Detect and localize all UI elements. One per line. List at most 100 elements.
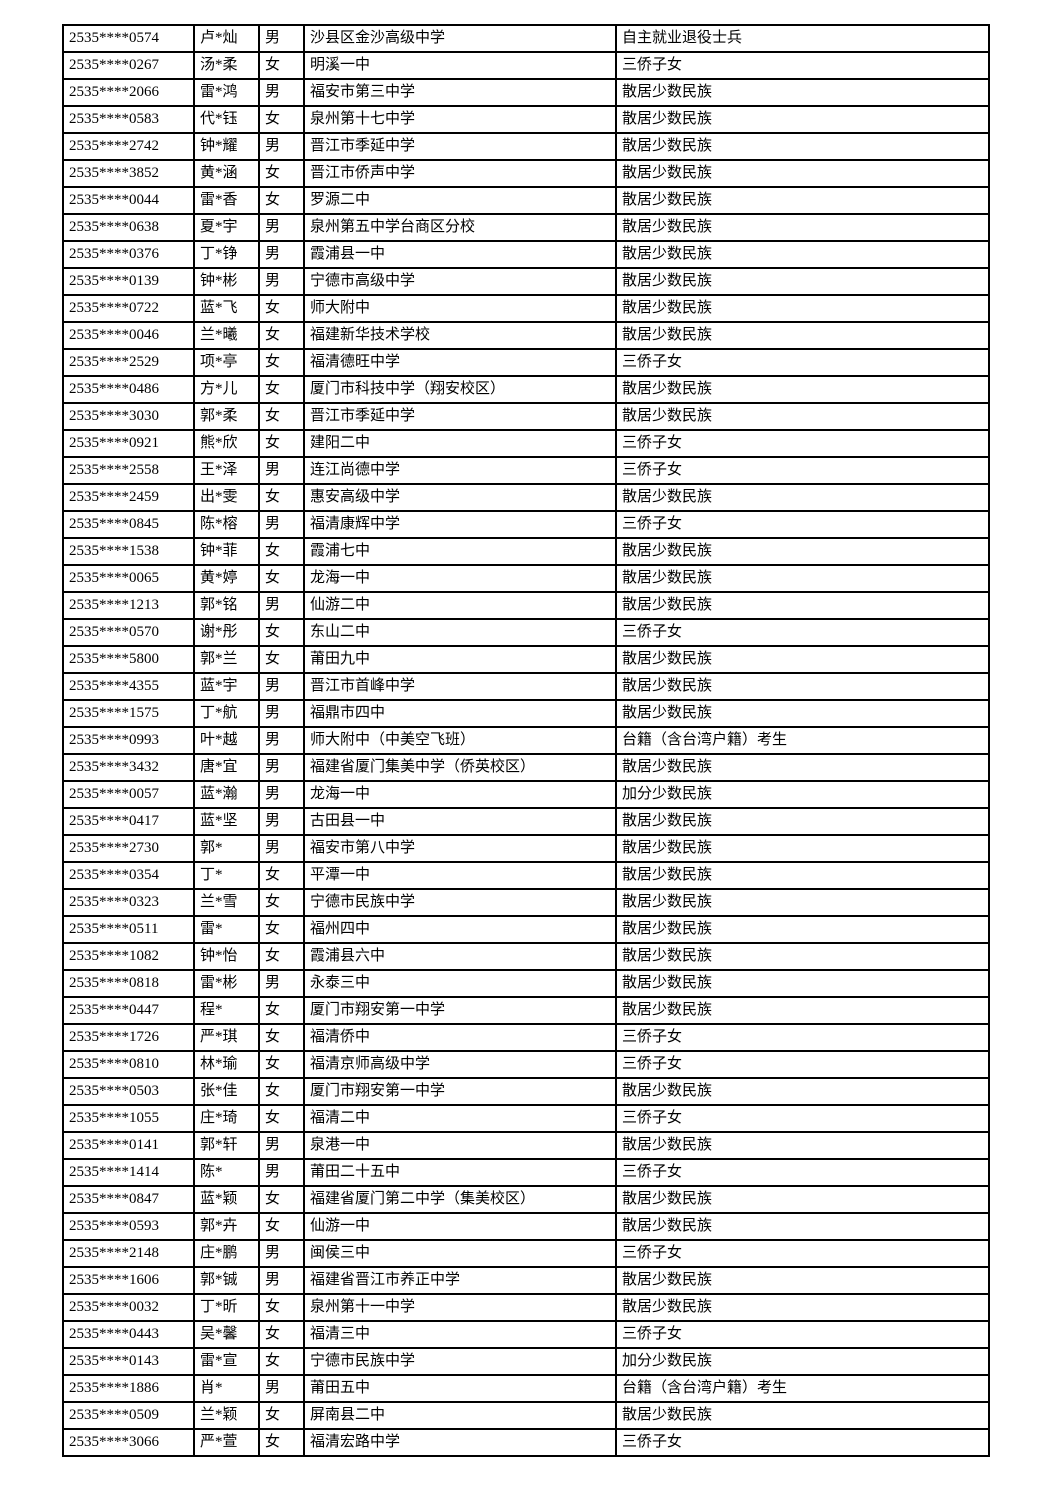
exam-id-cell: 2535****0141 [62, 1131, 195, 1160]
gender-cell: 女 [258, 1023, 305, 1052]
student-name-cell: 卢*灿 [193, 24, 260, 53]
exam-id-cell: 2535****0046 [62, 321, 195, 350]
gender-cell: 男 [258, 780, 305, 809]
student-name-cell: 钟*菲 [193, 537, 260, 566]
school-cell: 沙县区金沙高级中学 [303, 24, 617, 53]
gender-cell: 女 [258, 402, 305, 431]
category-cell: 散居少数民族 [615, 807, 990, 836]
exam-id-cell: 2535****0323 [62, 888, 195, 917]
table-row: 2535****0993 叶*越男师大附中（中美空飞班） 台籍（含台湾户籍）考生 [62, 726, 990, 755]
category-cell: 散居少数民族 [615, 159, 990, 188]
exam-id-cell: 2535****2529 [62, 348, 195, 377]
school-cell: 晋江市首峰中学 [303, 672, 617, 701]
school-cell: 福清德旺中学 [303, 348, 617, 377]
school-cell: 晋江市侨声中学 [303, 159, 617, 188]
gender-cell: 女 [258, 915, 305, 944]
school-cell: 明溪一中 [303, 51, 617, 80]
category-cell: 三侨子女 [615, 1023, 990, 1052]
exam-id-cell: 2535****0267 [62, 51, 195, 80]
table-row: 2535****0443 吴*馨女福清三中 三侨子女 [62, 1320, 990, 1349]
school-cell: 屏南县二中 [303, 1401, 617, 1430]
student-name-cell: 郭*柔 [193, 402, 260, 431]
category-cell: 散居少数民族 [615, 1401, 990, 1430]
school-cell: 晋江市季延中学 [303, 402, 617, 431]
exam-id-cell: 2535****0044 [62, 186, 195, 215]
student-name-cell: 郭*铭 [193, 591, 260, 620]
student-name-cell: 郭* [193, 834, 260, 863]
gender-cell: 女 [258, 348, 305, 377]
school-cell: 师大附中 [303, 294, 617, 323]
exam-id-cell: 2535****0417 [62, 807, 195, 836]
category-cell: 自主就业退役士兵 [615, 24, 990, 53]
student-name-cell: 陈* [193, 1158, 260, 1187]
category-cell: 散居少数民族 [615, 294, 990, 323]
table-row: 2535****0570 谢*彤女东山二中 三侨子女 [62, 618, 990, 647]
table-row: 2535****1575 丁*航男福鼎市四中 散居少数民族 [62, 699, 990, 728]
school-cell: 龙海一中 [303, 780, 617, 809]
table-row: 2535****1414 陈* 男莆田二十五中 三侨子女 [62, 1158, 990, 1187]
table-row: 2535****0509 兰*颖女屏南县二中 散居少数民族 [62, 1401, 990, 1430]
table-row: 2535****2459 出*雯女惠安高级中学 散居少数民族 [62, 483, 990, 512]
exam-id-cell: 2535****0354 [62, 861, 195, 890]
gender-cell: 女 [258, 105, 305, 134]
exam-id-cell: 2535****0921 [62, 429, 195, 458]
gender-cell: 女 [258, 294, 305, 323]
school-cell: 福清康辉中学 [303, 510, 617, 539]
category-cell: 散居少数民族 [615, 969, 990, 998]
category-cell: 三侨子女 [615, 348, 990, 377]
gender-cell: 男 [258, 1158, 305, 1187]
category-cell: 三侨子女 [615, 1239, 990, 1268]
student-name-cell: 郭*卉 [193, 1212, 260, 1241]
school-cell: 霞浦县六中 [303, 942, 617, 971]
student-name-cell: 兰*雪 [193, 888, 260, 917]
table-row: 2535****3432 唐*宜男福建省厦门集美中学（侨英校区） 散居少数民族 [62, 753, 990, 782]
student-name-cell: 钟*怡 [193, 942, 260, 971]
category-cell: 台籍（含台湾户籍）考生 [615, 1374, 990, 1403]
table-row: 2535****2730 郭* 男福安市第八中学 散居少数民族 [62, 834, 990, 863]
gender-cell: 女 [258, 1320, 305, 1349]
table-row: 2535****3030 郭*柔女晋江市季延中学 散居少数民族 [62, 402, 990, 431]
category-cell: 三侨子女 [615, 1104, 990, 1133]
category-cell: 散居少数民族 [615, 78, 990, 107]
exam-id-cell: 2535****0993 [62, 726, 195, 755]
category-cell: 散居少数民族 [615, 1131, 990, 1160]
table-row: 2535****1055 庄*琦女福清二中 三侨子女 [62, 1104, 990, 1133]
student-name-cell: 叶*越 [193, 726, 260, 755]
table-row: 2535****1213 郭*铭男仙游二中 散居少数民族 [62, 591, 990, 620]
table-row: 2535****4355 蓝*宇男晋江市首峰中学 散居少数民族 [62, 672, 990, 701]
category-cell: 散居少数民族 [615, 321, 990, 350]
student-name-cell: 丁*昕 [193, 1293, 260, 1322]
table-row: 2535****2558 王*泽男连江尚德中学 三侨子女 [62, 456, 990, 485]
table-row: 2535****3852 黄*涵女晋江市侨声中学 散居少数民族 [62, 159, 990, 188]
school-cell: 福清二中 [303, 1104, 617, 1133]
school-cell: 闽侯三中 [303, 1239, 617, 1268]
category-cell: 散居少数民族 [615, 1293, 990, 1322]
table-row: 2535****2148 庄*鹏男闽侯三中 三侨子女 [62, 1239, 990, 1268]
school-cell: 师大附中（中美空飞班） [303, 726, 617, 755]
gender-cell: 女 [258, 159, 305, 188]
exam-id-cell: 2535****0376 [62, 240, 195, 269]
school-cell: 莆田二十五中 [303, 1158, 617, 1187]
exam-id-cell: 2535****3852 [62, 159, 195, 188]
table-row: 2535****0847 蓝*颖女福建省厦门第二中学（集美校区） 散居少数民族 [62, 1185, 990, 1214]
exam-id-cell: 2535****3432 [62, 753, 195, 782]
student-name-cell: 雷*鸿 [193, 78, 260, 107]
student-name-cell: 钟*彬 [193, 267, 260, 296]
gender-cell: 女 [258, 537, 305, 566]
exam-id-cell: 2535****1538 [62, 537, 195, 566]
exam-id-cell: 2535****2148 [62, 1239, 195, 1268]
category-cell: 散居少数民族 [615, 942, 990, 971]
table-row: 2535****3066 严*萱女福清宏路中学 三侨子女 [62, 1428, 990, 1457]
category-cell: 散居少数民族 [615, 591, 990, 620]
category-cell: 三侨子女 [615, 456, 990, 485]
student-roster-table: 2535****0574 卢*灿男沙县区金沙高级中学 自主就业退役士兵 2535***… [62, 24, 990, 1457]
student-table-body: 2535****0574 卢*灿男沙县区金沙高级中学 自主就业退役士兵 2535***… [62, 24, 990, 1457]
gender-cell: 女 [258, 1104, 305, 1133]
student-name-cell: 郭*铖 [193, 1266, 260, 1295]
school-cell: 厦门市科技中学（翔安校区） [303, 375, 617, 404]
table-row: 2535****0722 蓝*飞女师大附中 散居少数民族 [62, 294, 990, 323]
student-name-cell: 兰*曦 [193, 321, 260, 350]
exam-id-cell: 2535****2730 [62, 834, 195, 863]
table-row: 2535****0354 丁* 女平潭一中 散居少数民族 [62, 861, 990, 890]
table-row: 2535****0583 代*钰女泉州第十七中学 散居少数民族 [62, 105, 990, 134]
